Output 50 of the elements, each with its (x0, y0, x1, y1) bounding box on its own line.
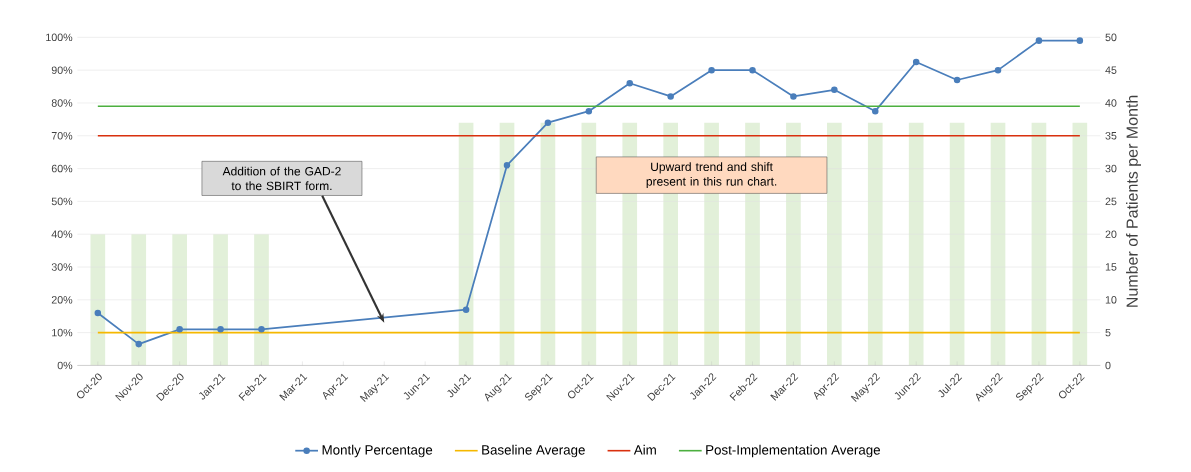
point (1076, 37, 1084, 44)
annotation: Addition of the GAD-2 to the SBIRT form. (222, 166, 341, 191)
y-tick-label: 50% (51, 197, 73, 206)
y2-tick-label: 0 (1105, 361, 1111, 370)
legend-label: Aim (633, 444, 656, 455)
point (749, 66, 756, 74)
y-tick-label: 20% (51, 295, 73, 304)
legend-label: Montly Percentage (322, 444, 433, 458)
y2-tick-label: 30 (1105, 164, 1117, 173)
y2-axis-title: Number of Patients per Month (1126, 95, 1141, 307)
point (503, 161, 511, 169)
point (871, 107, 879, 115)
y-tick-label: 80% (51, 99, 73, 107)
point (217, 326, 224, 333)
annotation: Upward trend and shift present in this run chart. (646, 162, 777, 188)
y2-tick-label: 5 (1105, 328, 1111, 337)
point (585, 107, 593, 115)
point (94, 309, 102, 317)
y2-tick-label: 15 (1105, 263, 1117, 271)
point (831, 86, 838, 94)
point (790, 93, 797, 100)
point (667, 93, 674, 100)
point (912, 58, 920, 66)
point (708, 66, 715, 74)
y-tick-label: 70% (51, 131, 73, 140)
y-tick-label: 60% (51, 164, 73, 173)
y2-tick-label: 50 (1105, 33, 1117, 42)
point (626, 79, 634, 87)
point (176, 326, 183, 333)
y-tick-label: 90% (51, 66, 73, 74)
y-tick-label: 10% (52, 328, 73, 337)
y2-tick-label: 20 (1105, 230, 1117, 238)
y2-tick-label: 40 (1105, 99, 1117, 107)
y2-tick-label: 10 (1105, 295, 1117, 304)
legend-label: Baseline Average (482, 444, 585, 458)
point (135, 340, 143, 348)
legend-label: Post-Implementation Average (706, 444, 880, 458)
point (258, 326, 265, 333)
y-tick-label: 40% (51, 230, 73, 238)
y-tick-label: 0% (57, 361, 73, 370)
point (1035, 37, 1043, 44)
y2-tick-label: 25 (1105, 197, 1117, 206)
point (544, 119, 552, 126)
point (462, 306, 470, 313)
y2-tick-label: 45 (1105, 66, 1117, 74)
point (994, 66, 1002, 74)
y-tick-label: 100% (46, 33, 73, 42)
y-tick-label: 30% (51, 263, 73, 271)
y2-tick-label: 35 (1105, 131, 1117, 140)
point (953, 76, 961, 84)
